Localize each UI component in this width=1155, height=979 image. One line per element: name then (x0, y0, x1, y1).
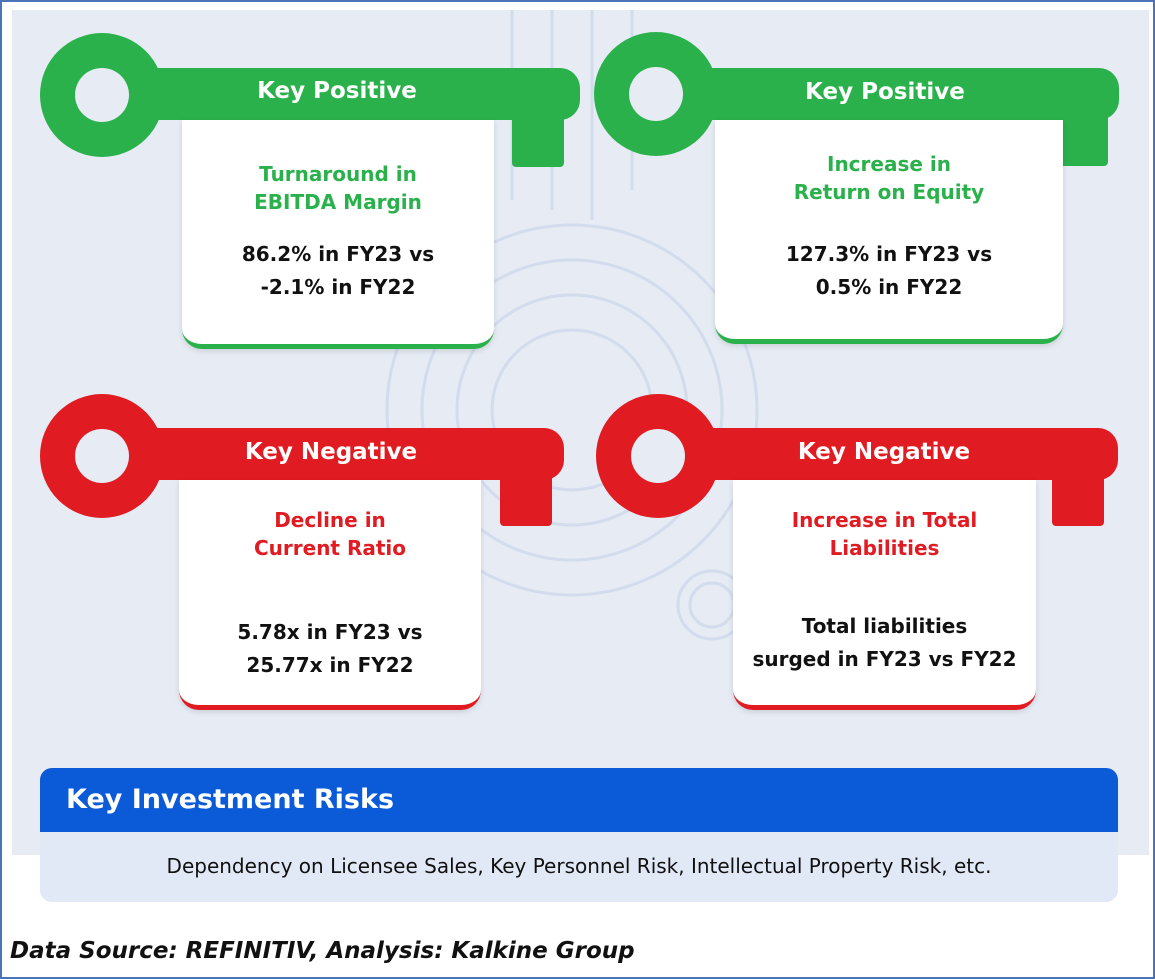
risks-body: Dependency on Licensee Sales, Key Person… (40, 832, 1118, 902)
card-value: Total liabilities surged in FY23 vs FY22 (752, 614, 1017, 671)
risks-text: Dependency on Licensee Sales, Key Person… (166, 854, 992, 878)
key-shape-positive-2 (594, 32, 1119, 166)
metric-card-roe: Increase in Return on Equity 127.3% in F… (715, 120, 1063, 344)
card-value: 86.2% in FY23 vs -2.1% in FY22 (241, 242, 435, 299)
risks-header: Key Investment Risks (40, 768, 1118, 832)
card-heading: Increase in Return on Equity (793, 152, 985, 204)
key-label: Key Negative (797, 439, 971, 465)
card-heading: Decline in Current Ratio (253, 508, 407, 560)
risks-title: Key Investment Risks (66, 784, 395, 815)
key-label: Key Negative (244, 439, 418, 465)
key-shape-negative-2 (596, 394, 1118, 526)
data-source-note: Data Source: REFINITIV, Analysis: Kalkin… (10, 938, 635, 964)
key-label: Key Positive (257, 78, 417, 104)
key-shape-negative-1 (40, 394, 564, 526)
card-value: 5.78x in FY23 vs 25.77x in FY22 (237, 620, 423, 677)
card-heading: Turnaround in EBITDA Margin (254, 162, 422, 214)
key-shape-positive-1 (40, 33, 580, 167)
key-label: Key Positive (805, 79, 965, 105)
card-value: 127.3% in FY23 vs 0.5% in FY22 (785, 242, 993, 299)
metric-card-current-ratio: Decline in Current Ratio 5.78x in FY23 v… (179, 480, 481, 710)
metric-card-ebitda: Turnaround in EBITDA Margin 86.2% in FY2… (182, 120, 494, 349)
card-heading: Increase in Total Liabilities (791, 508, 978, 560)
metric-card-total-liabilities: Increase in Total Liabilities Total liab… (733, 480, 1036, 710)
